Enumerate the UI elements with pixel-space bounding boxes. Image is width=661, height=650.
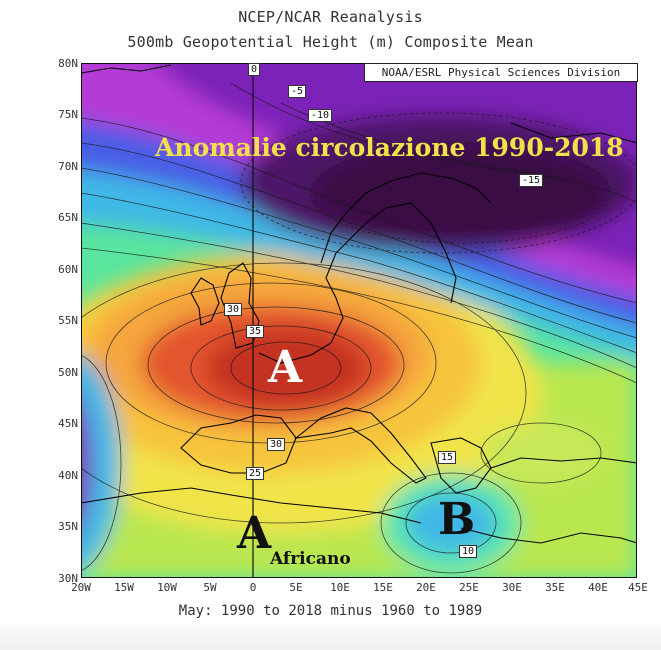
lon-label: 45E (628, 581, 648, 594)
lon-label: 20E (416, 581, 436, 594)
lon-label: 15W (114, 581, 134, 594)
contour-value-label: -15 (519, 174, 544, 187)
contour-value-label: 30 (267, 438, 286, 451)
lon-label: 10W (157, 581, 177, 594)
lon-label: 20W (71, 581, 91, 594)
lat-label: 70N (58, 160, 78, 173)
lon-label: 35E (545, 581, 565, 594)
contour-line (81, 167, 637, 339)
lat-label: 75N (58, 108, 78, 121)
contour-value-label: 25 (246, 467, 265, 480)
lat-label: 80N (58, 57, 78, 70)
contour-value-label: -10 (308, 109, 333, 122)
lat-label: 55N (58, 314, 78, 327)
lat-label: 60N (58, 263, 78, 276)
chart-subtitle-variable: 500mb Geopotential Height (m) Composite … (127, 33, 534, 51)
contour-value-label: -5 (288, 85, 307, 98)
contour-line (81, 222, 637, 369)
contour-line (81, 142, 637, 324)
low-pressure-label: B (438, 494, 476, 545)
credit-box: NOAA/ESRL Physical Sciences Division (364, 63, 638, 82)
lon-label: 5W (203, 581, 217, 594)
lat-label: 40N (58, 469, 78, 482)
lat-label: 65N (58, 211, 78, 224)
field-west-purple (81, 403, 91, 523)
coastline-scandinavia (320, 172, 492, 264)
contour-ring (230, 341, 342, 395)
contour-line (81, 247, 637, 384)
map-frame (81, 63, 637, 578)
contour-value-label: 35 (246, 325, 265, 338)
lon-label: 10E (330, 581, 350, 594)
african-high-label: A (237, 508, 272, 559)
contour-ring (147, 306, 405, 424)
africano-label: Africano (270, 549, 351, 569)
field-dark-red (206, 328, 366, 408)
contour-value-label: 15 (438, 451, 457, 464)
contour-ring (190, 325, 372, 411)
high-pressure-label: A (268, 342, 303, 393)
coastline-britain (220, 262, 260, 349)
contour-value-label: 0 (248, 63, 261, 76)
lon-label: 5E (289, 581, 303, 594)
coastline-ireland (190, 277, 220, 326)
coastlines (81, 64, 637, 544)
lat-label: 30N (58, 572, 78, 585)
coastline-north-europe (258, 202, 457, 364)
contour-ring-negative (310, 142, 612, 244)
contour-lines (81, 82, 637, 574)
contour-ring (480, 422, 602, 484)
map-panel (81, 63, 637, 578)
coastline-egypt-levant (460, 527, 637, 544)
coastline-balkans (430, 437, 492, 494)
coastline-iceland (81, 64, 172, 74)
coastline-italy-france (294, 407, 427, 484)
contour-ring-negative (240, 112, 637, 254)
bottom-strip (0, 625, 661, 650)
contour-line (81, 192, 637, 354)
lon-label: 0 (249, 581, 257, 594)
coastline-north-africa (81, 487, 422, 524)
contour-value-label: 30 (224, 303, 243, 316)
lat-label: 35N (58, 520, 78, 533)
coastline-arctic (510, 122, 637, 144)
period-caption: May: 1990 to 2018 minus 1960 to 1989 (178, 603, 483, 619)
anomaly-headline: Anomalie circolazione 1990-2018 (155, 133, 624, 162)
contour-line (230, 82, 637, 204)
field-deepest-purple (311, 143, 611, 243)
contour-ring (405, 492, 497, 554)
lon-label: 30E (502, 581, 522, 594)
contour-ring (81, 354, 122, 572)
lon-label: 40E (588, 581, 608, 594)
lat-label: 50N (58, 366, 78, 379)
contour-ring (81, 262, 527, 524)
contour-ring (380, 472, 522, 574)
field-se-cyan (406, 493, 496, 553)
contour-line (81, 117, 637, 304)
lat-label: 45N (58, 417, 78, 430)
coastline-turkey (490, 457, 637, 469)
anomaly-map (81, 63, 637, 578)
contour-value-label: 10 (459, 545, 478, 558)
field-west-cyan (81, 355, 121, 571)
chart-title: NCEP/NCAR Reanalysis (238, 8, 423, 26)
lon-label: 25E (459, 581, 479, 594)
lon-label: 15E (373, 581, 393, 594)
